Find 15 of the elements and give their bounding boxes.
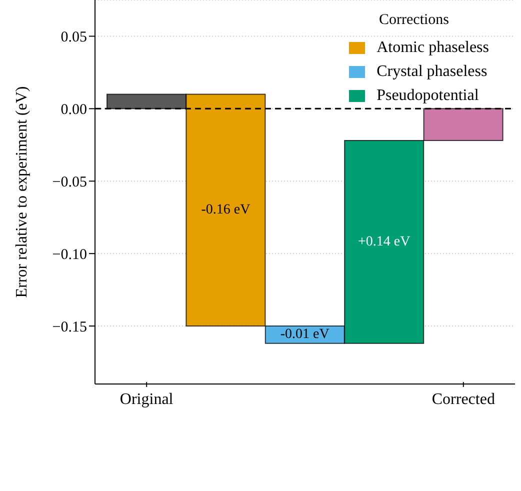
y-tick-label: 0.00 — [60, 102, 87, 118]
legend-label: Pseudopotential — [376, 87, 479, 104]
data-label: -0.16 eV — [201, 202, 250, 218]
y-tick-label: −0.10 — [52, 246, 87, 263]
y-tick-label: 0.05 — [60, 30, 87, 46]
y-tick-label: −0.15 — [52, 319, 87, 336]
legend-title: Corrections — [379, 12, 449, 29]
x-tick-label: Corrected — [432, 391, 495, 408]
x-tick-label: Original — [120, 391, 174, 408]
legend-label: Crystal phaseless — [376, 63, 488, 80]
y-tick-label: −0.05 — [52, 174, 87, 190]
y-axis-title: Error relative to experiment (eV) — [14, 86, 30, 298]
data-label: +0.14 eV — [358, 234, 410, 250]
data-label: -0.01 eV — [280, 327, 330, 342]
legend-label: Atomic phaseless — [376, 39, 489, 56]
